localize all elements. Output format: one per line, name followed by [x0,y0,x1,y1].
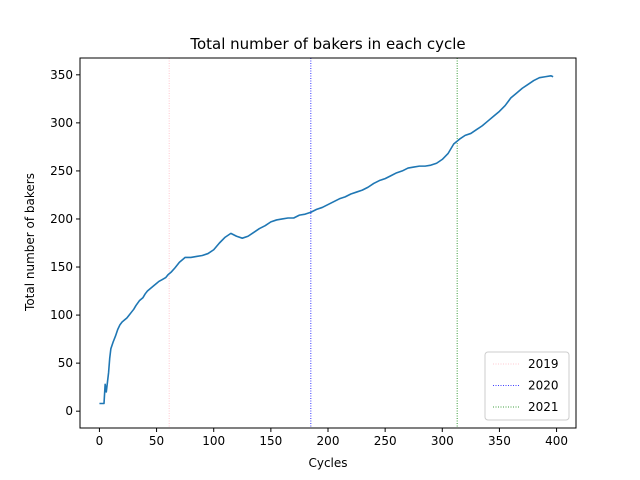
plot-frame [79,57,577,429]
y-tick-label: 300 [50,116,73,130]
legend-label-2021: 2021 [528,400,559,414]
y-tick-label: 0 [65,404,73,418]
series-line-0 [99,74,554,405]
legend-box [484,351,570,421]
x-tick-label: 250 [374,434,397,448]
legend-label-2020: 2020 [528,379,559,393]
year-markers [168,58,458,428]
x-axis-label: Cycles [308,456,347,470]
x-tick-label: 50 [149,434,164,448]
legend-label-2019: 2019 [528,357,559,371]
x-tick-label: 100 [202,434,225,448]
series-group [99,74,554,405]
x-tick-label: 200 [317,434,340,448]
y-tick-label: 100 [50,308,73,322]
x-tick-label: 350 [488,434,511,448]
chart-title: Total number of bakers in each cycle [189,35,465,53]
y-tick-label: 350 [50,68,73,82]
y-tick-label: 250 [50,164,73,178]
axis-ticks: 0 50 100 150 200 250 300 350 400 0 50 100 150 200 250 3… [50,68,568,448]
x-tick-label: 300 [431,434,454,448]
y-tick-label: 150 [50,260,73,274]
x-tick-label: 0 [96,434,104,448]
y-tick-label: 50 [58,356,73,370]
y-axis-label: Total number of bakers [23,173,37,312]
y-tick-label: 200 [50,212,73,226]
x-tick-label: 150 [259,434,282,448]
x-tick-label: 400 [545,434,568,448]
legend: 2019 2020 2021 [484,351,570,421]
